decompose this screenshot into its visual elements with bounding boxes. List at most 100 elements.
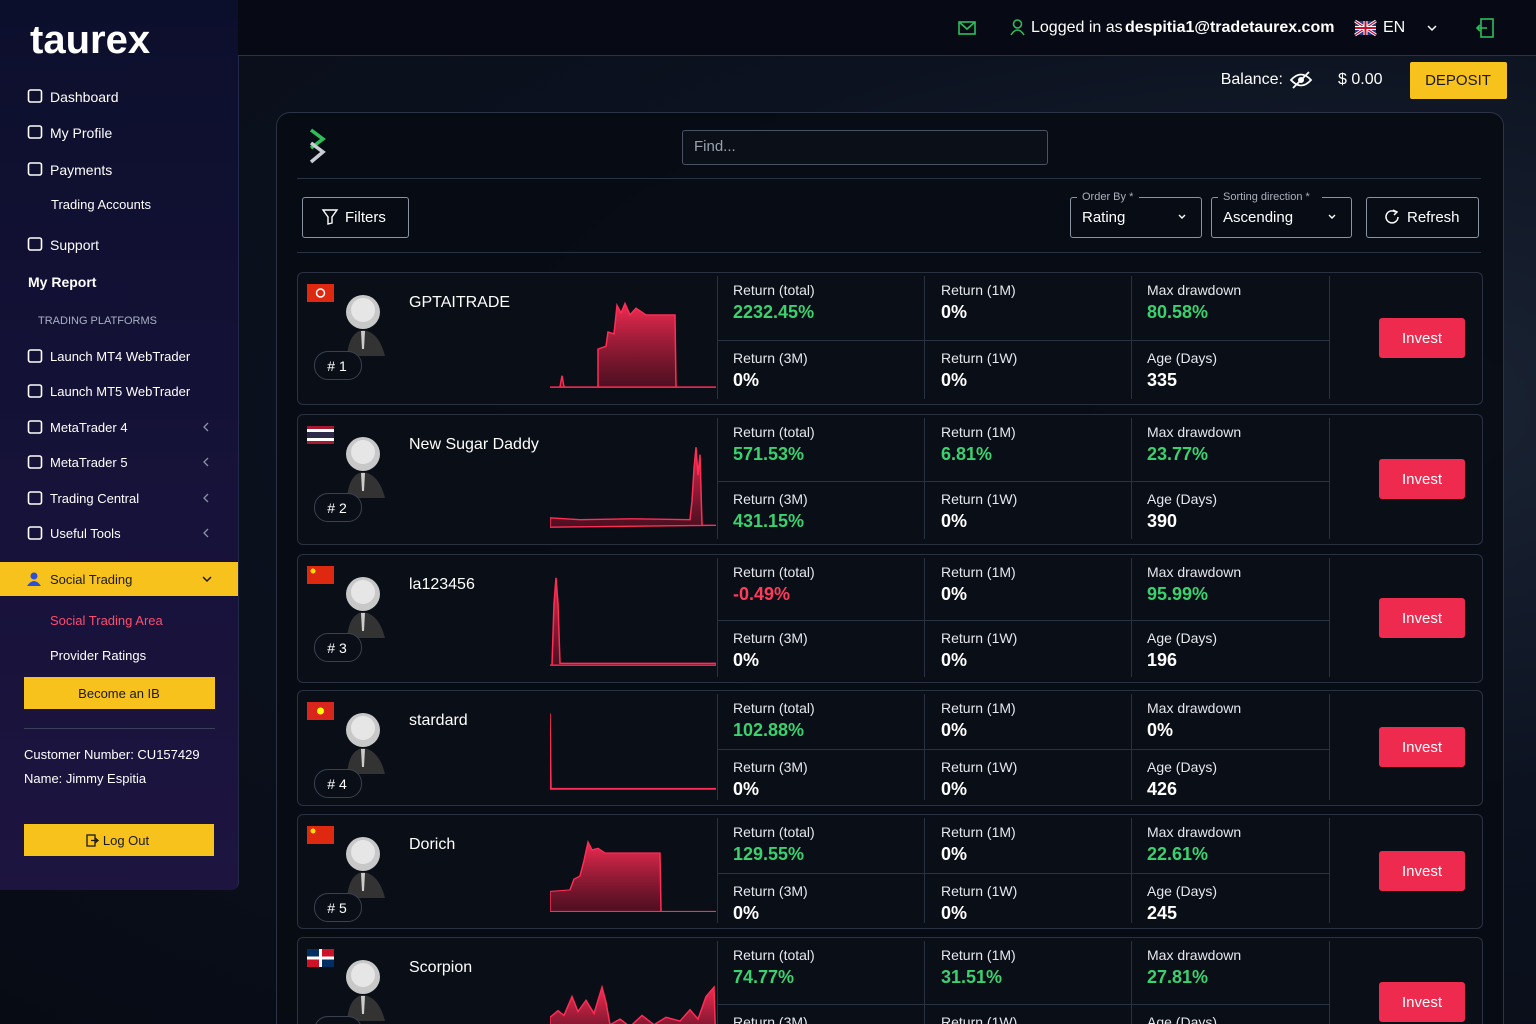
sparkline [550,713,716,790]
invest-label[interactable]: Invest [1401,739,1443,756]
flag [307,826,334,844]
stat-label: Return (3M) [733,349,808,366]
invest-button[interactable] [1379,318,1465,358]
stat-value: 0% [941,370,968,391]
divider [718,620,1329,621]
invest-button[interactable] [1379,459,1465,499]
flag [307,426,334,444]
divider [717,276,718,399]
nav-item[interactable]: Launch MT5 WebTrader [50,384,191,400]
nav-icon [27,384,43,398]
stat-value: 0% [941,903,968,924]
nav-item[interactable]: My Report [28,273,97,290]
invest-button[interactable] [1379,851,1465,891]
stat-label: Return (3M) [733,629,808,646]
top-bar [238,0,1536,56]
stat-label: Return (1W) [941,629,1018,646]
chevron [1328,214,1336,219]
invest-button[interactable] [1379,598,1465,638]
balance-amount: $ 0.00 [1338,71,1383,89]
invest-label[interactable]: Invest [1401,330,1443,347]
stat-label: Return (3M) [733,758,808,775]
stat-value: 390 [1147,511,1178,532]
nav-item[interactable]: Trading Accounts [51,197,151,213]
invest-label[interactable]: Invest [1401,994,1443,1011]
divider [1131,818,1132,923]
stat-value: 0% [941,302,968,323]
submenu-item[interactable]: Provider Ratings [50,648,147,664]
stat-label: Return (1M) [941,823,1016,840]
order-by-value[interactable]: Rating [1082,209,1126,226]
submenu-item[interactable]: Social Trading Area [50,613,163,629]
sparkline [550,840,716,913]
nav-item[interactable]: Dashboard [50,88,119,105]
rank: # 6 [327,1023,346,1024]
divider [24,728,215,729]
stat-label: Max drawdown [1147,281,1242,298]
provider-name[interactable]: stardard [409,712,468,730]
flag [307,702,334,720]
divider [297,178,1481,179]
logout-icon [86,834,100,847]
divider [1329,418,1330,539]
nav-item[interactable]: Payments [50,161,113,178]
nav-item[interactable]: Launch MT4 WebTrader [50,349,191,365]
nav-item[interactable]: Useful Tools [50,526,121,542]
stat-value: 2232.45% [733,302,815,323]
refresh-label[interactable]: Refresh [1407,209,1460,226]
search-input[interactable] [682,130,1048,165]
refresh-icon [1385,209,1399,224]
refresh-button[interactable] [1366,197,1479,238]
search-placeholder[interactable]: Find... [694,138,736,155]
filters-label[interactable]: Filters [345,209,386,226]
invest-label[interactable]: Invest [1401,471,1443,488]
language[interactable]: EN [1383,19,1406,37]
provider-name[interactable]: Scorpion [409,959,473,977]
stat-value: 0% [733,370,760,391]
nav-item[interactable]: Support [50,236,100,253]
nav-item[interactable]: MetaTrader 4 [50,420,128,436]
invest-button[interactable] [1379,982,1465,1022]
filters-button[interactable] [302,197,409,238]
nav-item[interactable]: MetaTrader 5 [50,455,128,471]
divider [924,558,925,677]
divider [717,818,718,923]
sparkline-shape [550,301,716,388]
stat-label: Return (1M) [941,423,1016,440]
deposit-button[interactable] [1410,62,1507,99]
deposit-label[interactable]: DEPOSIT [1425,72,1491,89]
sort-value[interactable]: Ascending [1223,209,1294,226]
divider [1329,941,1330,1024]
divider [1329,276,1330,399]
stat-label: Return (total) [733,699,815,716]
logout-button[interactable] [24,824,214,856]
stat-value: 27.81% [1147,967,1209,988]
nav-item-active[interactable]: Social Trading [50,572,133,588]
nav-item[interactable]: My Profile [50,124,113,141]
stat-label: Return (3M) [733,882,808,899]
filter-icon [321,209,339,225]
sparkline-shape [550,984,716,1024]
divider [924,818,925,923]
stat-label: Return (1W) [941,490,1018,507]
provider-name[interactable]: GPTAITRADE [409,294,511,312]
provider-name[interactable]: Dorich [409,836,456,854]
invest-label[interactable]: Invest [1401,863,1443,880]
divider [718,873,1329,874]
flag [307,284,334,302]
nav-item[interactable]: Trading Central [50,491,140,507]
stat-label: Age (Days) [1147,349,1218,366]
chevron [203,493,209,503]
mail-icon [958,21,976,35]
stat-value: 0% [941,511,968,532]
invest-label[interactable]: Invest [1401,610,1443,627]
provider-name[interactable]: la123456 [409,576,475,594]
invest-button[interactable] [1379,727,1465,767]
ib-button-label[interactable]: Become an IB [78,686,160,702]
sparkline-shape [550,577,716,666]
provider-name[interactable]: New Sugar Daddy [409,436,539,454]
stat-label: Return (total) [733,563,815,580]
logout-label[interactable]: Log Out [102,833,150,849]
sparkline [550,577,716,666]
ib-button[interactable] [24,677,215,709]
